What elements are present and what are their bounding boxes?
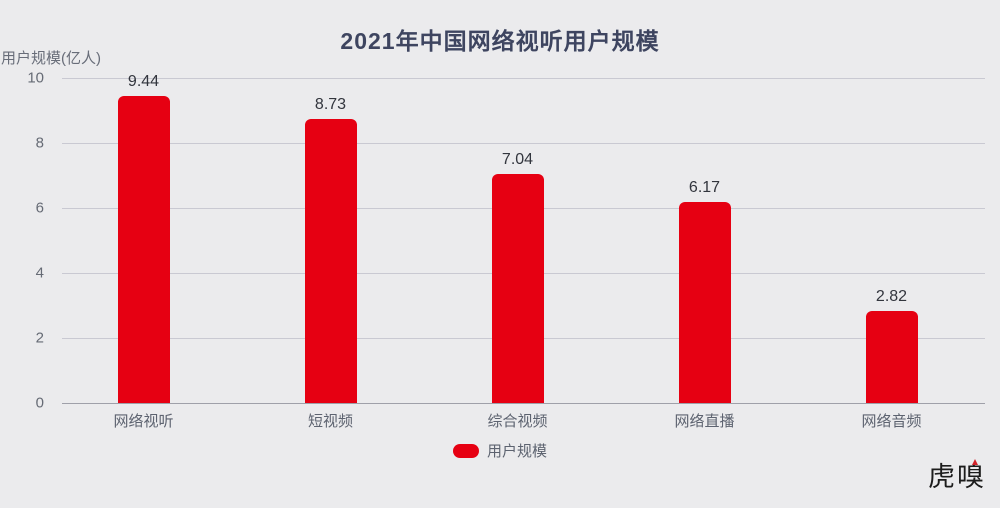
y-axis-unit-label: 用户规模(亿人) <box>1 50 101 67</box>
bar-网络视听[interactable]: 9.44 <box>117 73 170 403</box>
y-tick-label: 8 <box>35 134 44 152</box>
category-label-网络视听: 网络视听 <box>113 413 174 430</box>
category-label-短视频: 短视频 <box>307 413 353 430</box>
bar-slot: 9.44 <box>50 73 237 403</box>
bar-网络音频[interactable]: 2.82 <box>865 288 918 403</box>
bar-value-label: 7.04 <box>501 151 534 169</box>
category-label-网络直播: 网络直播 <box>674 413 735 430</box>
y-tick-label: 6 <box>35 199 44 217</box>
y-tick-label: 0 <box>35 394 44 412</box>
x-axis-line <box>62 403 985 404</box>
bars-row: 9.44 8.73 7.04 6.17 2.82 <box>50 73 985 403</box>
bar-综合视频[interactable]: 7.04 <box>491 151 544 403</box>
category-label-网络音频: 网络音频 <box>861 413 922 430</box>
bar-value-label: 6.17 <box>688 179 721 197</box>
y-tick-label: 4 <box>35 264 44 282</box>
brand-logo-text: 虎嗅 <box>928 461 986 493</box>
bar-value-label: 8.73 <box>314 96 347 114</box>
bar-slot: 2.82 <box>798 78 985 403</box>
logo-red-mark-icon <box>972 458 978 465</box>
bar-slot: 6.17 <box>611 78 798 403</box>
legend-marker <box>452 443 479 458</box>
category-label-综合视频: 综合视频 <box>487 413 548 430</box>
bar-网络直播[interactable]: 6.17 <box>678 179 731 403</box>
x-axis-category-labels: 网络视听 短视频 综合视频 网络直播 网络音频 <box>50 410 985 431</box>
legend-label: 用户规模 <box>486 443 547 460</box>
y-tick-label: 10 <box>27 69 44 87</box>
legend-item-user-scale[interactable]: 用户规模 <box>0 440 1000 461</box>
bar-slot: 8.73 <box>237 78 424 403</box>
bar-value-label: 2.82 <box>875 288 908 306</box>
gridline <box>62 78 985 79</box>
gridline <box>62 143 985 144</box>
bar-value-label: 9.44 <box>127 73 160 91</box>
y-tick-label: 2 <box>35 329 44 347</box>
plot-area: 0 2 4 6 8 10 9.44 8.73 7.04 6.17 2.82 <box>27 70 985 412</box>
bar-slot: 7.04 <box>424 78 611 403</box>
bar-短视频[interactable]: 8.73 <box>304 96 357 403</box>
brand-logo-huxiu: 虎嗅 <box>928 458 986 494</box>
chart-title: 2021年中国网络视听用户规模 <box>340 28 660 54</box>
